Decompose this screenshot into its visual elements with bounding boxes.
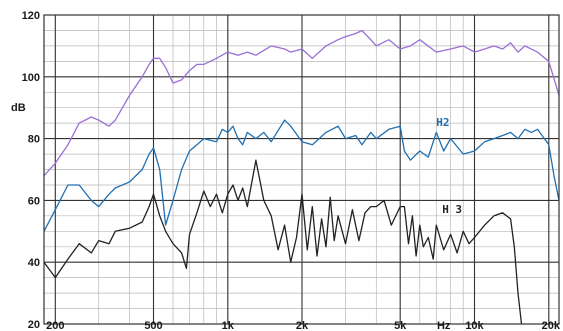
series-line-1 <box>43 29 560 177</box>
series-labels: H2 H 3 <box>436 116 462 216</box>
x-tick-label: 5k <box>394 320 407 331</box>
series-label: H2 <box>436 116 449 129</box>
x-tick-label: 500 <box>144 320 162 331</box>
series-line-2 <box>43 119 560 232</box>
x-tick-label: 1k <box>222 320 235 331</box>
y-axis-label: dB <box>11 102 26 114</box>
x-tick-label: 2k <box>296 320 309 331</box>
y-tick-labels: 20 40 60 80 100 120 <box>22 10 40 331</box>
y-tick-label: 60 <box>28 195 40 207</box>
series-layer <box>43 29 560 325</box>
y-tick-label: 120 <box>22 10 40 22</box>
x-tick-label: 10k <box>465 320 484 331</box>
y-tick-label: 40 <box>28 257 40 269</box>
x-unit-label: Hz <box>437 320 451 331</box>
x-tick-label: 20k <box>542 320 561 331</box>
series-line-3 <box>43 159 523 325</box>
series-label: H 3 <box>442 203 462 216</box>
y-tick-label: 100 <box>22 72 40 84</box>
y-tick-label: 20 <box>28 319 40 331</box>
plot-frame <box>43 14 560 325</box>
y-tick-label: 80 <box>28 134 40 146</box>
x-tick-labels: 200 500 1k 2k 5k 10k 20k Hz <box>46 320 561 331</box>
x-tick-label: 200 <box>46 320 64 331</box>
